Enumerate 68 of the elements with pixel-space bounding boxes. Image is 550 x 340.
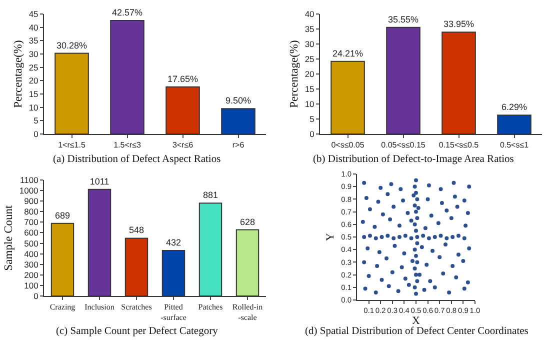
y-tick-label: 900 — [24, 196, 39, 206]
y-tick-label: 35 — [28, 36, 39, 46]
y-tick-label: 30 — [28, 48, 39, 59]
y-tick-label: 20 — [28, 76, 39, 86]
x-tick-label: 1.5<r≤3 — [114, 140, 142, 150]
data-label: 33.95% — [443, 19, 474, 30]
y-tick-label: 400 — [24, 248, 39, 259]
y-tick-label: 10 — [304, 98, 315, 109]
x-tick-label: 0.15<s≤0.5 — [438, 140, 480, 150]
y-tick-label: 1100 — [20, 174, 39, 185]
data-label: 35.55% — [388, 14, 419, 24]
x-tick-label: Patches — [198, 302, 223, 312]
data-label: 881 — [202, 190, 218, 200]
data-label: 6.29% — [501, 102, 528, 112]
data-label: 9.50% — [225, 96, 252, 106]
y-tick-label: 10 — [28, 102, 39, 112]
y-tick-label: 15 — [304, 84, 315, 94]
x-tick-label: Pitted-surface — [160, 302, 187, 322]
x-tick-label: Rolled-in-scale — [232, 302, 263, 322]
y-tick-label: 25 — [28, 62, 39, 72]
y-tick-label: 600 — [24, 228, 39, 238]
y-tick-label: 25 — [304, 54, 315, 64]
x-tick-label: 0<s≤0.05 — [331, 140, 365, 150]
y-tick-label: 800 — [24, 206, 39, 217]
text: (d) Spatial Distribution of Defect Center Coordinates — [305, 326, 528, 337]
x-tick-label: 0.5<s≤1 — [500, 140, 530, 150]
y-tick-label: 45 — [28, 8, 39, 19]
x-tick-label: Crazing — [50, 302, 76, 312]
y-tick-label: 40 — [28, 22, 39, 32]
data-label: 30.28% — [56, 40, 88, 50]
x-tick-label: r>6 — [232, 140, 245, 150]
y-tick-label: 100 — [24, 280, 39, 290]
text: (a) Distribution of Defect Aspect Ratios — [53, 154, 221, 165]
y-axis-title: Y — [324, 232, 337, 241]
data-label: 1011 — [90, 176, 110, 186]
x-tick-label: Scratches — [121, 302, 152, 312]
text: (b) Distribution of Defect-to-Image Area Ratios — [313, 154, 514, 165]
x-tick-label: 0.05<s≤0.15 — [381, 140, 426, 150]
data-label: 432 — [166, 237, 182, 248]
y-tick-label: 300 — [24, 259, 39, 270]
x-axis-title: X — [412, 315, 420, 327]
data-label: 17.65% — [167, 74, 198, 84]
data-label: 689 — [54, 210, 70, 220]
y-tick-label: 200 — [24, 270, 39, 280]
y-tick-label: 5 — [34, 116, 39, 126]
y-tick-label: 35 — [304, 24, 315, 34]
y-tick-label: 0 — [34, 128, 39, 139]
y-tick-label: 0 — [310, 128, 315, 139]
text: (c) Sample Count per Defect Category — [56, 326, 219, 337]
data-label: 24.21% — [332, 48, 364, 58]
y-tick-label: 1000 — [19, 186, 39, 196]
data-label: 628 — [240, 216, 256, 227]
y-tick-label: 0 — [34, 290, 39, 301]
y-axis-title: Sample Count — [2, 204, 15, 271]
y-tick-label: 500 — [24, 238, 39, 248]
x-tick-label: Inclusion — [84, 302, 114, 312]
data-label: 548 — [128, 225, 144, 236]
data-label: 42.57% — [112, 7, 143, 18]
x-tick-label: 1<r≤1.5 — [58, 140, 86, 150]
y-axis-title: Percentage(%) — [12, 40, 24, 108]
y-tick-label: 40 — [304, 8, 315, 19]
y-tick-label: 5 — [310, 114, 315, 124]
y-axis-title: Percentage(%) — [288, 40, 300, 108]
y-tick-label: 15 — [28, 88, 39, 99]
x-tick-label: 3<r≤6 — [172, 140, 194, 150]
y-tick-label: 700 — [24, 217, 39, 228]
y-tick-label: 20 — [304, 68, 315, 79]
y-tick-label: 30 — [304, 38, 315, 49]
